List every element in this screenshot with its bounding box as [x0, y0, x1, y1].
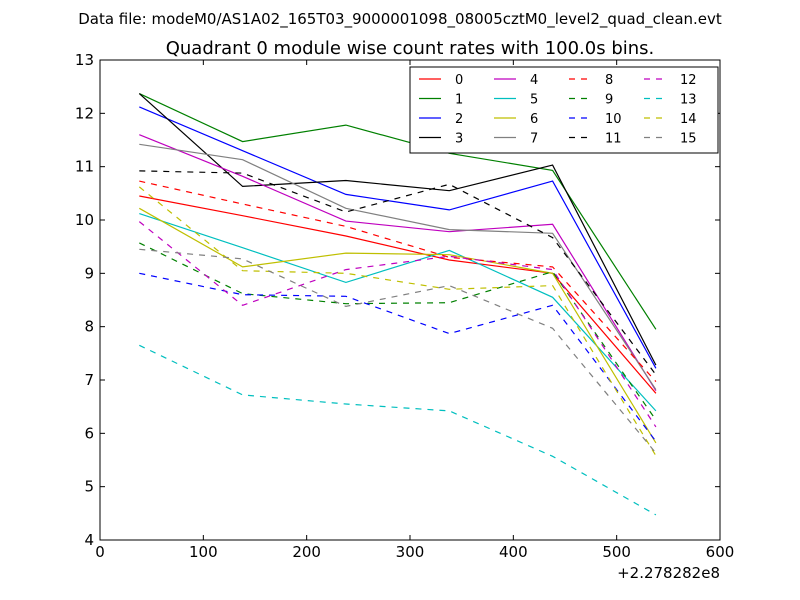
legend-label-3: 3: [455, 132, 463, 147]
x-axis: 0 100 200 300 400 500 600: [95, 60, 734, 561]
series-line-7: [139, 143, 657, 390]
legend-label-0: 0: [455, 73, 463, 88]
series-line-4: [139, 134, 657, 392]
legend-label-14: 14: [680, 112, 697, 127]
series-line-10: [139, 272, 657, 442]
x-tick-label: 200: [292, 543, 321, 561]
series-line-0: [139, 195, 657, 394]
legend-label-8: 8: [605, 73, 613, 88]
x-tick-label: 500: [602, 543, 631, 561]
legend-label-1: 1: [455, 93, 463, 108]
legend-label-11: 11: [605, 132, 622, 147]
x-tick-label: 400: [499, 543, 528, 561]
y-tick-label: 9: [84, 264, 94, 282]
y-tick-label: 13: [75, 51, 94, 69]
legend-label-15: 15: [680, 132, 697, 147]
y-tick-label: 7: [84, 371, 94, 389]
x-tick-label: 600: [706, 543, 735, 561]
y-tick-label: 11: [75, 158, 94, 176]
series-line-5: [139, 213, 657, 412]
y-tick-label: 5: [84, 478, 94, 496]
y-tick-label: 10: [75, 211, 94, 229]
series-line-2: [139, 106, 657, 369]
legend-label-10: 10: [605, 112, 622, 127]
legend-label-2: 2: [455, 112, 463, 127]
y-tick-label: 12: [75, 104, 94, 122]
figure-suptitle: Data file: modeM0/AS1A02_165T03_90000010…: [78, 10, 722, 29]
series-line-1: [139, 93, 657, 330]
plot-lines: [138, 93, 657, 516]
legend-label-5: 5: [530, 93, 538, 108]
series-line-9: [139, 242, 657, 421]
series-line-8: [139, 180, 657, 383]
series-line-13: [139, 344, 657, 516]
legend-label-7: 7: [530, 132, 538, 147]
series-line-3: [138, 93, 657, 366]
legend-label-6: 6: [530, 112, 538, 127]
chart-title: Quadrant 0 module wise count rates with …: [166, 38, 655, 59]
x-tick-label: 100: [189, 543, 218, 561]
series-line-15: [139, 248, 657, 454]
legend-label-12: 12: [680, 73, 697, 88]
y-tick-label: 6: [84, 424, 94, 442]
legend-frame: [409, 66, 719, 154]
x-offset-label: +2.278282e8: [617, 564, 720, 582]
legend-label-13: 13: [680, 93, 697, 108]
series-line-12: [138, 221, 657, 428]
y-tick-label: 8: [84, 318, 94, 336]
series-line-11: [139, 170, 657, 376]
x-tick-label: 0: [95, 543, 105, 561]
legend-label-4: 4: [530, 73, 538, 88]
y-tick-label: 4: [84, 531, 94, 549]
x-tick-label: 300: [396, 543, 425, 561]
legend-label-9: 9: [605, 93, 613, 108]
